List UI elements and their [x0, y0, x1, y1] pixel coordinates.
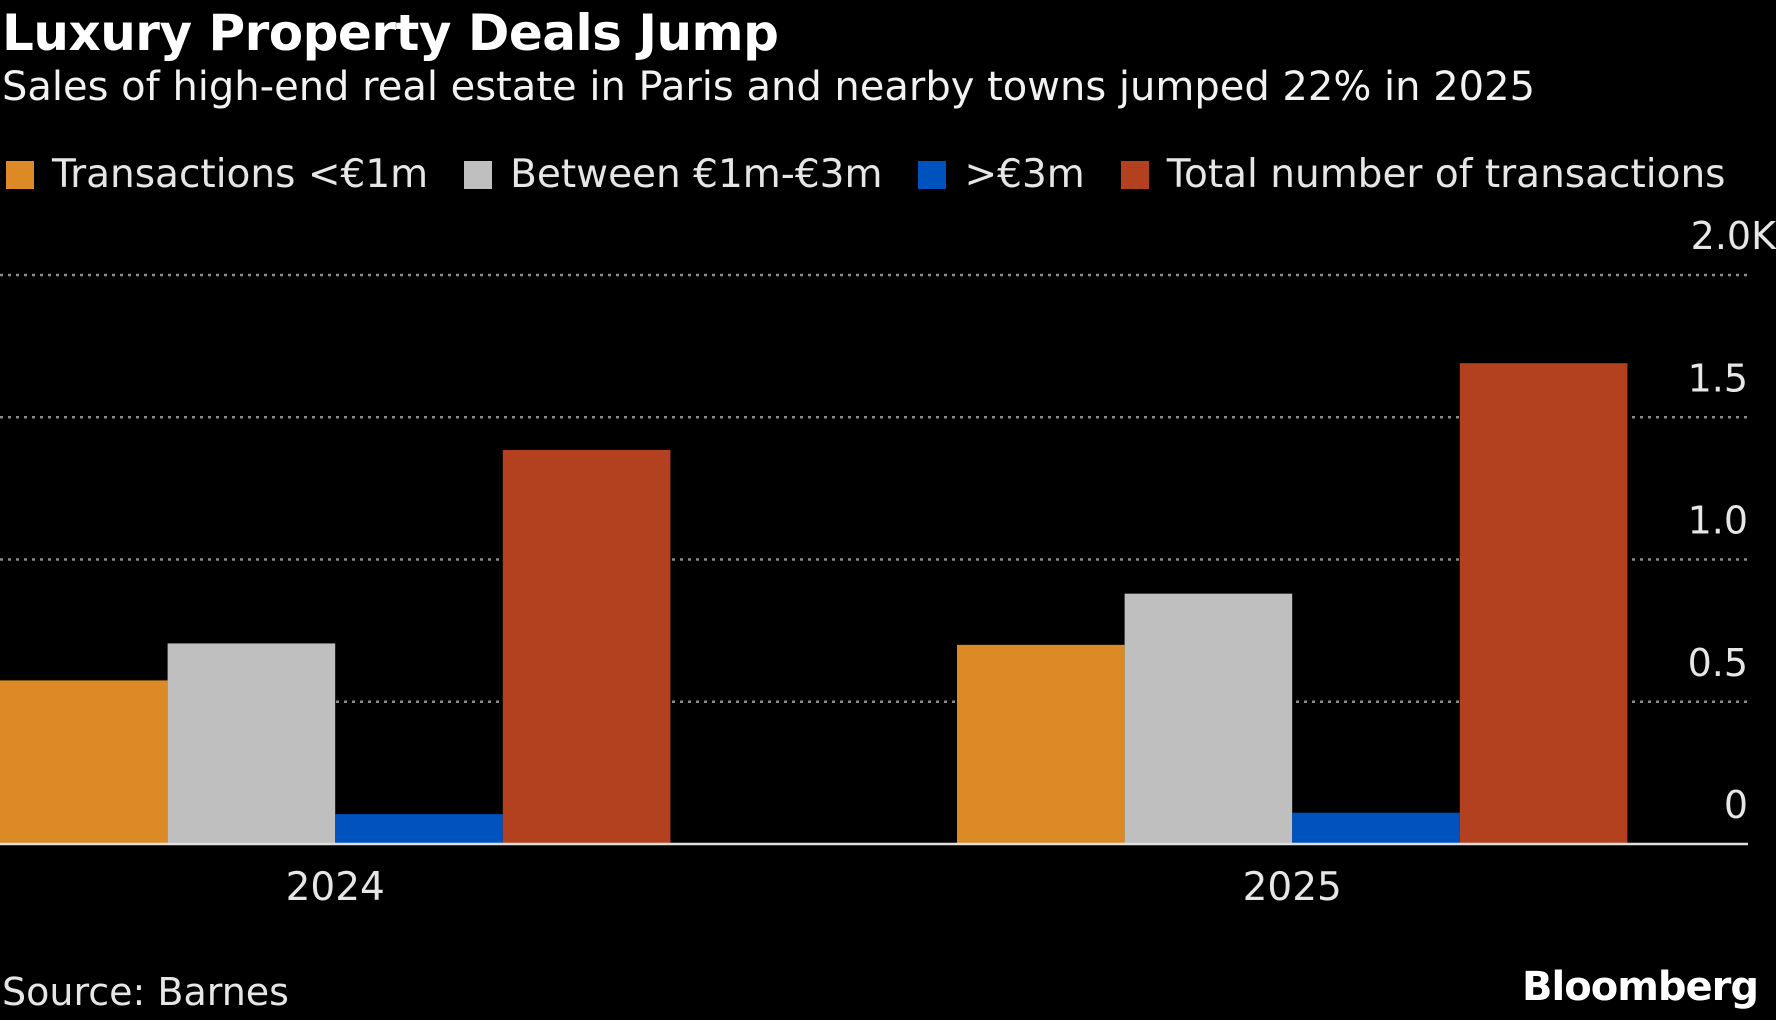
bar [1459, 363, 1628, 844]
x-tick-label: 2024 [286, 865, 385, 910]
legend: Transactions <€1m Between €1m-€3m >€3m Tota… [6, 152, 1761, 197]
legend-swatch [6, 160, 34, 189]
legend-label: >€3m [964, 152, 1085, 197]
legend-item: Total number of transactions [1120, 152, 1726, 197]
legend-swatch [918, 160, 947, 189]
x-tick-label: 2025 [1243, 865, 1342, 910]
legend-label: Total number of transactions [1166, 152, 1726, 197]
chart-title: Luxury Property Deals Jump [2, 4, 779, 62]
y-tick-label: 2.0K [1691, 214, 1776, 258]
legend-swatch [464, 160, 493, 189]
y-tick-label: 0.5 [1688, 641, 1748, 685]
source-note: Source: Barnes [2, 970, 289, 1014]
legend-item: Between €1m-€3m [464, 152, 882, 197]
y-tick-label: 1.0 [1688, 499, 1748, 543]
bar [335, 814, 503, 844]
y-tick-label: 1.5 [1688, 356, 1748, 400]
legend-item: >€3m [918, 152, 1085, 197]
bar [1124, 593, 1293, 844]
y-tick-label: 0 [1724, 783, 1748, 827]
legend-swatch [1120, 160, 1149, 189]
legend-label: Between €1m-€3m [510, 152, 883, 197]
legend-label: Transactions <€1m [52, 152, 429, 197]
chart-subtitle: Sales of high-end real estate in Paris a… [2, 64, 1536, 110]
legend-item: Transactions <€1m [6, 152, 428, 197]
bar [167, 643, 336, 844]
bar [502, 449, 671, 844]
bar [0, 680, 168, 844]
bar [1292, 812, 1460, 844]
bloomberg-logo: Bloomberg [1522, 964, 1759, 1010]
bar [957, 644, 1125, 844]
